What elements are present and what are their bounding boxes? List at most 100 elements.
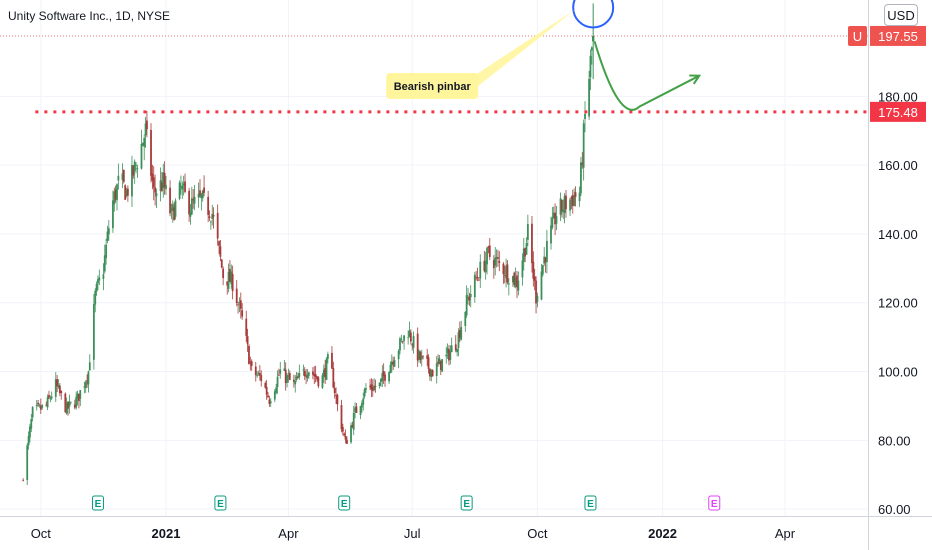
candle-body [193,196,196,204]
candle-body [150,129,152,176]
candle-body [488,245,491,257]
price-tick-label: 80.00 [878,433,911,448]
candle-body [360,403,363,408]
candle-body [306,374,309,378]
candle-body [384,374,386,381]
candle-body [326,354,329,359]
candle-body [117,175,120,181]
currency-button[interactable]: USD [884,4,918,26]
candle-body [131,164,133,197]
candle-body [544,257,547,263]
candle-body [68,401,71,407]
candle-body [239,300,242,309]
candle-body [346,439,348,444]
candle-body [265,386,268,395]
candle-body [211,214,214,220]
candle-body [126,188,129,196]
candle-body [286,375,288,383]
candle-body [354,407,356,412]
candle-body [260,375,263,382]
candle-body [197,193,200,198]
candle-body [227,271,230,289]
candle-body [248,345,250,365]
candle-body [570,197,573,199]
candle-body [29,426,31,438]
candle-body [226,281,229,286]
candle-body [35,404,38,407]
candle-body [73,404,76,408]
candle-body [555,216,558,224]
candle-body [322,369,325,377]
candle-body [393,360,396,367]
candle-body [113,191,116,205]
candle-body [124,185,127,200]
candle-body [298,372,301,378]
candle-body [97,279,99,284]
candle-body [498,261,501,263]
symbol-tag-text: U [853,29,862,44]
candle-body [235,288,238,303]
candle-body [275,387,278,393]
candle-body [479,261,482,279]
candle-body [264,383,267,388]
candle-body [209,221,212,223]
candle-body [49,398,52,400]
candle-body [237,304,239,306]
candle-body [350,425,352,443]
candle-body [390,361,393,366]
last-price-text: 197.55 [878,29,918,44]
candle-body [95,283,98,292]
candle-body [26,445,29,480]
time-tick-label: Apr [278,526,299,541]
candle-body [268,399,271,404]
candle-body [512,276,514,283]
candle-body [181,185,184,190]
candle-body [258,373,261,376]
time-tick-label: Oct [31,526,52,541]
candle-body [370,384,373,390]
candle-body [438,358,441,365]
earnings-marker-label: E [587,499,594,510]
candle-body [86,380,88,382]
candle-body [171,204,174,212]
candle-body [208,216,211,218]
candle-body [37,402,39,405]
candle-body [192,199,195,201]
candle-body [45,404,48,406]
candle-body [522,248,525,262]
candle-body [279,369,282,374]
candle-body [218,241,220,246]
candle-body [305,375,308,377]
candle-body [163,172,166,188]
candle-body [321,375,324,388]
candle-body [79,390,82,399]
candle-body [190,198,193,215]
candle-body [180,186,182,188]
candle-body [276,376,279,388]
candle-body [288,373,291,380]
candle-body [540,271,543,300]
candle-body [278,374,280,376]
candle-body [102,274,105,279]
candle-body [257,373,260,375]
candle-body [184,181,186,192]
candle-body [456,348,459,353]
candle-body [287,375,290,377]
candle-body [188,190,191,215]
candle-body [550,225,552,244]
price-tick-label: 100.00 [878,365,918,380]
candle-body [314,374,317,377]
candle-body [580,162,582,194]
candle-body [312,371,314,375]
candle-body [341,426,344,432]
candle-body [588,78,590,117]
candle-body [182,183,185,186]
candle-body [48,394,50,398]
candle-body [465,294,468,316]
candle-body [132,165,135,176]
candle-body [535,280,537,304]
candle-body [333,388,336,393]
candle-body [31,407,34,418]
earnings-marker [91,495,104,511]
